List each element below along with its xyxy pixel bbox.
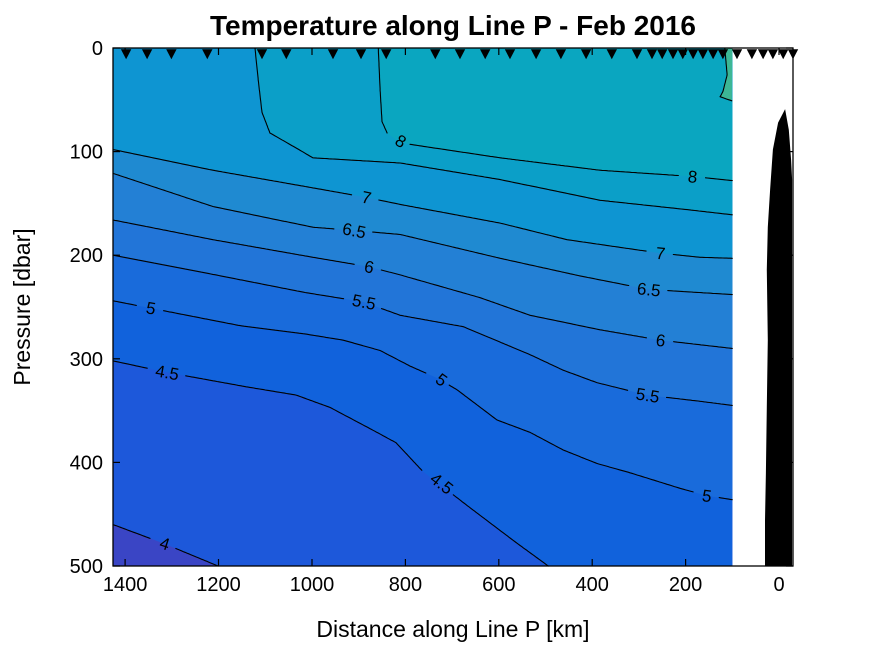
station-marker-icon bbox=[166, 49, 177, 60]
station-marker-icon bbox=[631, 49, 643, 60]
y-tick-label: 300 bbox=[70, 349, 103, 371]
contour-line-6 bbox=[673, 341, 733, 349]
contour-line-5 bbox=[448, 384, 694, 493]
station-marker-icon bbox=[717, 49, 729, 60]
x-tick-label: 200 bbox=[669, 574, 702, 596]
station-marker-icon bbox=[355, 49, 367, 60]
contour-line-4.5 bbox=[112, 360, 148, 369]
x-tick-label: 800 bbox=[389, 574, 422, 596]
axes-box bbox=[112, 47, 794, 567]
station-marker-icon bbox=[141, 49, 153, 60]
contour-line-4.5 bbox=[185, 375, 423, 471]
y-tick-label: 400 bbox=[70, 452, 103, 474]
station-marker-icon bbox=[757, 49, 769, 60]
contour-line-5.5 bbox=[112, 254, 345, 300]
station-markers bbox=[120, 49, 799, 60]
contour-label-5.5: 5.5 bbox=[351, 291, 378, 314]
contour-line-8 bbox=[409, 143, 679, 177]
x-tick-labels: 1400 1200 1000 800 600 400 200 0 bbox=[103, 574, 785, 596]
contour-line-8 bbox=[704, 177, 733, 182]
station-marker-icon bbox=[707, 49, 719, 60]
y-tick-labels: 0 100 200 300 400 500 bbox=[70, 38, 103, 578]
x-tick-label: 400 bbox=[576, 574, 609, 596]
station-marker-icon bbox=[381, 49, 392, 60]
station-marker-icon bbox=[687, 49, 699, 60]
contour-line-5 bbox=[112, 300, 137, 306]
chart-title: Temperature along Line P - Feb 2016 bbox=[210, 10, 696, 41]
station-marker-icon bbox=[746, 49, 758, 60]
station-marker-icon bbox=[657, 49, 668, 60]
station-marker-icon bbox=[580, 49, 592, 60]
contour-line-5.5 bbox=[380, 308, 629, 391]
contour-line-4 bbox=[112, 524, 151, 539]
y-tick-label: 100 bbox=[70, 142, 103, 164]
contour-label-6: 6 bbox=[363, 257, 376, 277]
station-marker-icon bbox=[667, 49, 679, 60]
x-tick-label: 1200 bbox=[196, 574, 241, 596]
contour-line-6.5 bbox=[112, 172, 335, 230]
station-marker-icon bbox=[697, 49, 709, 60]
contour-line-4.5 bbox=[452, 494, 549, 567]
band-above-8.5 bbox=[720, 48, 733, 101]
x-tick-label: 600 bbox=[482, 574, 515, 596]
contour-line-5 bbox=[163, 310, 427, 374]
station-marker-icon bbox=[606, 49, 617, 60]
contour-label-4.5: 4.5 bbox=[154, 361, 181, 384]
station-marker-icon bbox=[778, 49, 789, 60]
station-marker-icon bbox=[281, 49, 292, 60]
station-marker-icon bbox=[646, 49, 658, 60]
axes-box-and-ticks bbox=[112, 47, 794, 567]
contour-line-6 bbox=[112, 219, 355, 265]
contour-label-7: 7 bbox=[655, 244, 666, 264]
contour-line-8.5 bbox=[719, 47, 733, 102]
contour-label-7: 7 bbox=[360, 188, 373, 209]
station-marker-icon bbox=[504, 49, 516, 60]
bathymetry-polygon bbox=[765, 109, 793, 566]
contour-line-5 bbox=[718, 497, 733, 501]
y-tick-label: 200 bbox=[70, 245, 103, 267]
contour-line-8 bbox=[377, 47, 388, 134]
contour-line-4 bbox=[175, 547, 219, 567]
station-marker-icon bbox=[327, 49, 339, 60]
contour-line-6.5 bbox=[667, 290, 733, 296]
station-marker-icon bbox=[555, 49, 567, 60]
contour-line-7 bbox=[672, 253, 733, 259]
station-marker-icon bbox=[120, 49, 132, 60]
station-marker-icon bbox=[256, 49, 268, 60]
station-marker-icon bbox=[731, 49, 743, 60]
station-marker-icon bbox=[530, 49, 542, 60]
x-tick-label: 1000 bbox=[290, 574, 335, 596]
contour-line-6.5 bbox=[372, 231, 630, 287]
station-marker-icon bbox=[202, 49, 213, 60]
x-tick-label: 1400 bbox=[103, 574, 148, 596]
contour-label-5.5: 5.5 bbox=[634, 384, 660, 406]
x-tick-label: 0 bbox=[773, 574, 784, 596]
station-marker-icon bbox=[430, 49, 441, 60]
y-axis-label: Pressure [dbar] bbox=[9, 228, 35, 385]
contour-line-5.5 bbox=[665, 396, 733, 406]
contour-label-8: 8 bbox=[687, 167, 698, 187]
filled-contour-bands bbox=[113, 48, 733, 566]
band-above-8 bbox=[378, 48, 733, 181]
bathymetry-mask bbox=[765, 109, 793, 566]
contour-lines bbox=[112, 47, 733, 567]
contour-label-6.5: 6.5 bbox=[341, 219, 368, 242]
station-marker-icon bbox=[480, 49, 491, 60]
x-axis-label: Distance along Line P [km] bbox=[316, 616, 589, 642]
contour-label-6: 6 bbox=[655, 331, 667, 351]
contour-line-7.5 bbox=[254, 47, 733, 216]
contour-line-6 bbox=[380, 269, 647, 339]
y-tick-label: 500 bbox=[70, 556, 103, 578]
contour-line-7 bbox=[378, 199, 647, 252]
y-tick-label: 0 bbox=[92, 38, 103, 60]
contour-label-6.5: 6.5 bbox=[636, 279, 661, 300]
contour-label-5: 5 bbox=[145, 298, 158, 318]
contour-label-5: 5 bbox=[701, 486, 713, 506]
station-marker-icon bbox=[767, 49, 779, 60]
station-marker-icon bbox=[454, 49, 466, 60]
contour-line-7 bbox=[112, 148, 353, 196]
